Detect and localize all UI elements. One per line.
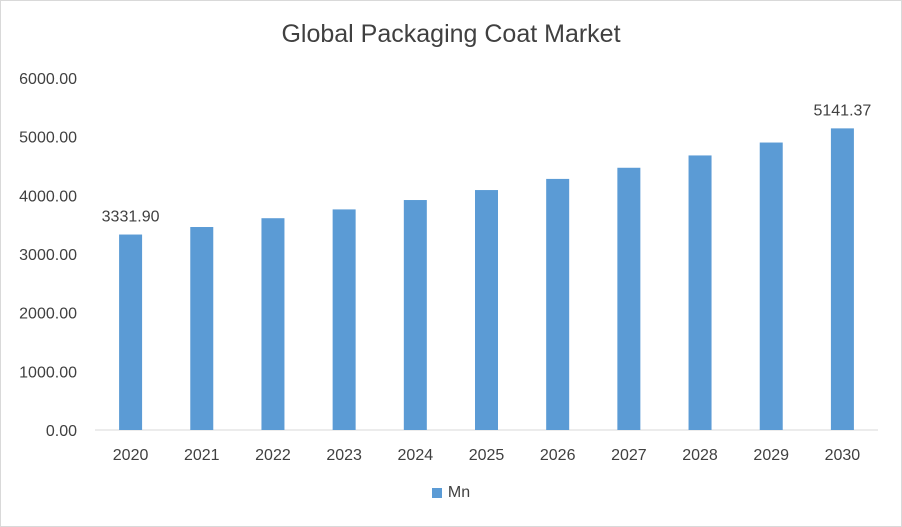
bar-2023: [332, 209, 356, 430]
legend-label: Mn: [447, 484, 471, 501]
bar-2026: [546, 178, 570, 430]
bar-2022: [261, 218, 285, 430]
bar-2028: [688, 155, 712, 430]
legend: Mn: [0, 484, 902, 502]
y-tick-label: 6000.00: [19, 71, 77, 88]
bar-2024: [403, 200, 427, 430]
bar-2020: [119, 234, 143, 430]
y-tick-label: 4000.00: [19, 188, 77, 205]
bar-2029: [759, 142, 783, 431]
x-tick-label: 2021: [184, 447, 220, 464]
data-label-2020: 3331.90: [102, 209, 160, 226]
legend-swatch: [431, 488, 442, 498]
y-tick-label: 5000.00: [19, 130, 77, 147]
x-tick-label: 2026: [540, 447, 576, 464]
y-tick-label: 1000.00: [19, 364, 77, 381]
x-tick-label: 2027: [611, 447, 647, 464]
x-tick-label: 2030: [825, 447, 861, 464]
x-tick-label: 2028: [682, 447, 718, 464]
bar-2030: [830, 128, 854, 430]
bar-2027: [617, 167, 641, 430]
y-tick-label: 2000.00: [19, 306, 77, 323]
x-tick-label: 2020: [113, 447, 149, 464]
data-label-2030: 5141.37: [813, 102, 871, 119]
y-tick-label: 3000.00: [19, 247, 77, 264]
chart-title: Global Packaging Coat Market: [281, 20, 621, 48]
x-tick-label: 2023: [326, 447, 362, 464]
x-tick-label: 2029: [753, 447, 789, 464]
bar-2025: [475, 190, 498, 430]
y-tick-label: 0.00: [46, 423, 77, 440]
bar-2021: [190, 227, 214, 430]
x-tick-label: 2025: [469, 447, 505, 464]
x-tick-label: 2022: [255, 447, 291, 464]
x-tick-label: 2024: [398, 447, 434, 464]
